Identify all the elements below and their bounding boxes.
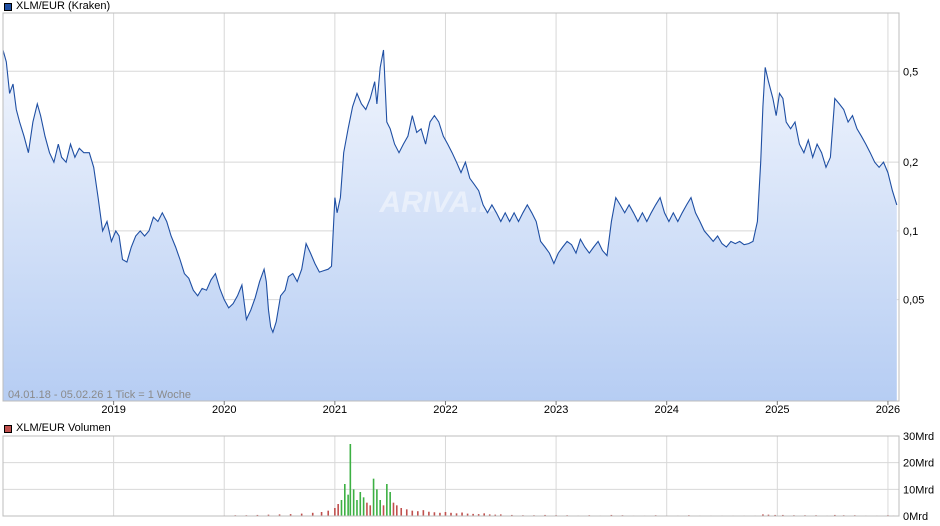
volume-y-tick-label: 30Mrd [903, 431, 934, 443]
volume-frame [2, 435, 900, 517]
price-line [2, 49, 898, 334]
volume-bar [327, 510, 330, 516]
volume-bar [499, 514, 502, 516]
volume-bar [610, 514, 613, 516]
y-tick-label: 0,05 [903, 295, 924, 307]
volume-bar [767, 514, 770, 516]
volume-bar [472, 513, 474, 516]
volume-bar [428, 511, 430, 516]
volume-bar [762, 514, 764, 516]
volume-bar [494, 514, 497, 516]
volume-bar [366, 502, 368, 516]
volume-bar [422, 510, 425, 516]
volume-bar [834, 514, 836, 516]
range-info: 04.01.18 - 05.02.26 1 Tick = 1 Woche [8, 389, 191, 401]
volume-bar [362, 497, 365, 516]
y-axis: 0,5 0,2 0,1 0,05 [903, 66, 924, 306]
volume-bar [488, 514, 491, 516]
x-axis: 2019 2020 2021 2022 2023 2024 2025 2026 [101, 401, 900, 416]
volume-bar [267, 514, 270, 516]
volume-bar [782, 514, 784, 516]
volume-bar [379, 500, 382, 516]
x-tick-label: 2026 [876, 404, 900, 416]
y-tick-label: 0,2 [903, 157, 918, 169]
volume-bar [400, 508, 403, 516]
volume-bar [483, 513, 485, 516]
volume-bar [774, 514, 776, 516]
volume-bar [417, 511, 419, 516]
volume-bar [411, 510, 414, 516]
volume-y-axis: 30Mrd 20Mrd 10Mrd 0Mrd [903, 431, 934, 523]
volume-legend-swatch [4, 424, 12, 433]
volume-bar [392, 502, 395, 516]
volume-bar [376, 489, 378, 516]
x-tick-label: 2019 [101, 404, 125, 416]
volume-bar [352, 489, 355, 516]
volume-legend: XLM/EUR Volumen [4, 422, 111, 435]
volume-bar [477, 514, 480, 516]
volume-bar [386, 484, 388, 516]
volume-bar [444, 512, 447, 516]
volume-bar [334, 508, 336, 516]
price-legend: XLM/EUR (Kraken) [4, 0, 110, 13]
x-tick-label: 2025 [765, 404, 789, 416]
volume-legend-label: XLM/EUR Volumen [16, 422, 111, 434]
volume-bar [450, 512, 452, 516]
volume-bar [455, 513, 458, 516]
volume-bar [256, 514, 259, 516]
x-tick-label: 2022 [433, 404, 457, 416]
y-tick-label: 0,1 [903, 226, 918, 238]
x-tick-label: 2021 [323, 404, 347, 416]
volume-bar [405, 509, 408, 516]
volume-bar [382, 505, 385, 516]
price-frame [2, 12, 900, 402]
volume-bar [369, 505, 372, 516]
volume-bar [461, 512, 463, 516]
volume-bar [466, 513, 469, 516]
volume-bar [300, 513, 303, 516]
volume-bar [395, 505, 398, 516]
volume-bar [439, 512, 441, 516]
volume-grid [3, 435, 899, 517]
volume-bar [320, 512, 323, 516]
volume-bar [372, 478, 375, 516]
volume-y-tick-label: 20Mrd [903, 458, 934, 470]
volume-bar [359, 492, 362, 516]
watermark: ARIVA.DE [378, 186, 521, 219]
price-legend-swatch [4, 2, 12, 11]
volume-bar [389, 492, 391, 516]
price-area [3, 50, 897, 401]
volume-y-tick-label: 10Mrd [903, 484, 934, 496]
volume-bar [349, 444, 352, 516]
volume-bar [347, 494, 349, 516]
volume-bar [337, 504, 339, 516]
y-tick-label: 0,5 [903, 66, 918, 78]
volume-y-tick-label: 0Mrd [903, 511, 928, 523]
x-tick-label: 2024 [654, 404, 678, 416]
x-tick-label: 2023 [544, 404, 568, 416]
x-tick-label: 2020 [212, 404, 236, 416]
price-legend-label: XLM/EUR (Kraken) [16, 0, 111, 12]
volume-bar [340, 500, 343, 516]
volume-bar [278, 514, 281, 516]
volume-bar [311, 512, 314, 516]
volume-bar [433, 512, 436, 516]
volume-bar [544, 514, 546, 516]
volume-bars [223, 444, 895, 517]
volume-bar [344, 484, 346, 516]
volume-bar [289, 514, 292, 516]
volume-bar [356, 500, 358, 516]
volume-bar [511, 514, 513, 516]
